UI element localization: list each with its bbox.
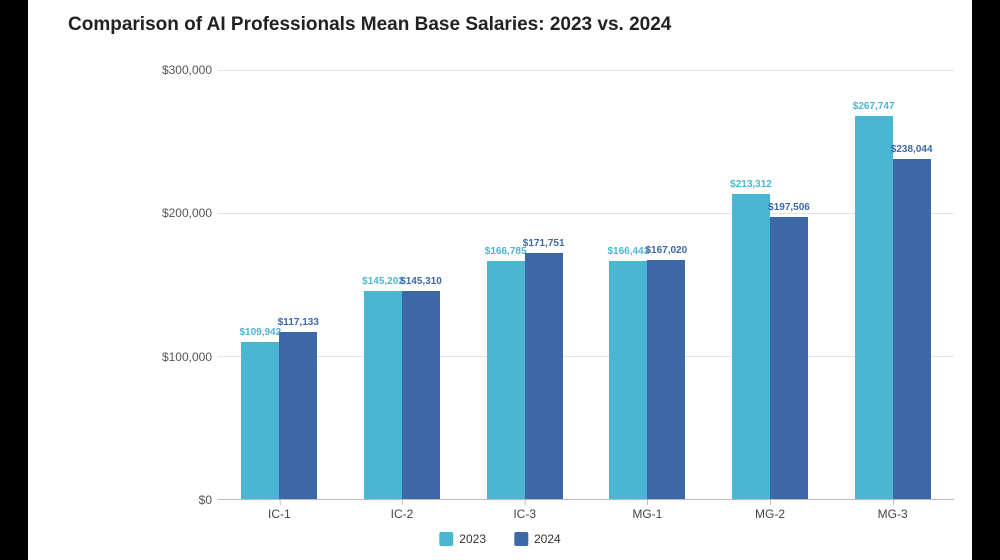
gridline	[218, 356, 954, 357]
x-tick-label: MG-3	[878, 499, 908, 521]
bar-value-label: $109,942	[239, 327, 281, 338]
bar-value-label: $166,785	[485, 246, 527, 257]
bar-value-label: $213,312	[730, 179, 772, 190]
bar-value-label: $238,044	[891, 144, 933, 155]
bar-value-label: $267,747	[853, 101, 895, 112]
legend-item: 2024	[514, 532, 561, 546]
x-tick-label: MG-2	[755, 499, 785, 521]
bar-value-label: $197,506	[768, 202, 810, 213]
bar: $109,942	[241, 70, 279, 499]
x-tick-label: IC-2	[391, 499, 414, 521]
bar: $213,312	[732, 70, 770, 499]
bar-group: $145,202$145,310	[364, 70, 440, 499]
bar: $167,020	[647, 70, 685, 499]
bar-group: $166,443$167,020	[609, 70, 685, 499]
bar: $197,506	[770, 70, 808, 499]
right-letterbox	[972, 0, 1000, 560]
bar: $166,785	[487, 70, 525, 499]
x-tick-label: MG-1	[632, 499, 662, 521]
bar-group: $166,785$171,751	[487, 70, 563, 499]
legend: 2023 2024	[439, 532, 560, 546]
bar: $145,310	[402, 70, 440, 499]
bar-value-label: $171,751	[523, 238, 565, 249]
bar-value-label: $145,202	[362, 276, 404, 287]
legend-label: 2024	[534, 532, 561, 546]
bar: $166,443	[609, 70, 647, 499]
bar-value-label: $117,133	[278, 317, 319, 328]
x-tick-label: IC-1	[268, 499, 291, 521]
y-tick-label: $100,000	[162, 350, 212, 364]
legend-item: 2023	[439, 532, 486, 546]
bar: $267,747	[855, 70, 893, 499]
legend-swatch	[439, 532, 453, 546]
y-tick-label: $0	[199, 493, 212, 507]
left-letterbox	[0, 0, 28, 560]
bar: $238,044	[893, 70, 931, 499]
bar-group: $109,942$117,133	[241, 70, 317, 499]
bar: $145,202	[364, 70, 402, 499]
bar: $117,133	[279, 70, 317, 499]
chart-area: $0$100,000$200,000$300,000 $109,942$117,…	[128, 70, 964, 500]
bar-group: $267,747 $238,044	[855, 70, 931, 499]
outer-frame: Comparison of AI Professionals Mean Base…	[0, 0, 1000, 560]
y-axis: $0$100,000$200,000$300,000	[128, 70, 218, 500]
bar: $171,751	[525, 70, 563, 499]
x-tick-label: IC-3	[513, 499, 536, 521]
bar-value-label: $167,020	[645, 245, 687, 256]
legend-label: 2023	[459, 532, 486, 546]
chart-title: Comparison of AI Professionals Mean Base…	[68, 14, 671, 36]
chart-panel: Comparison of AI Professionals Mean Base…	[28, 0, 972, 560]
gridline	[218, 70, 954, 71]
y-tick-label: $200,000	[162, 206, 212, 220]
bar-group: $213,312 $197,506	[732, 70, 808, 499]
gridline	[218, 213, 954, 214]
legend-swatch	[514, 532, 528, 546]
bar-value-label: $145,310	[400, 276, 442, 287]
plot-area: $109,942$117,133IC-1$145,202$145,310IC-2…	[218, 70, 954, 500]
bar-value-label: $166,443	[607, 246, 649, 257]
y-tick-label: $300,000	[162, 63, 212, 77]
